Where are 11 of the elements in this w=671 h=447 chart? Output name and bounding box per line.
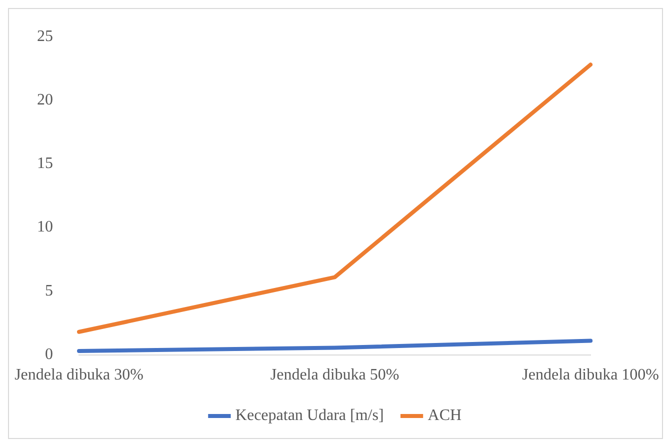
- legend-label: ACH: [428, 407, 462, 424]
- x-tick-label: Jendela dibuka 50%: [270, 366, 400, 384]
- y-tick-label: 25: [37, 28, 53, 45]
- y-tick-label: 10: [37, 218, 53, 236]
- legend-label: Kecepatan Udara [m/s]: [235, 407, 384, 424]
- x-tick-label: Jendela dibuka 100%: [522, 366, 660, 384]
- y-tick-label: 20: [37, 91, 53, 108]
- y-tick-label: 5: [45, 282, 53, 300]
- y-tick-label: 15: [37, 155, 53, 172]
- y-tick-label: 0: [45, 346, 53, 364]
- x-tick-label: Jendela dibuka 30%: [14, 366, 144, 384]
